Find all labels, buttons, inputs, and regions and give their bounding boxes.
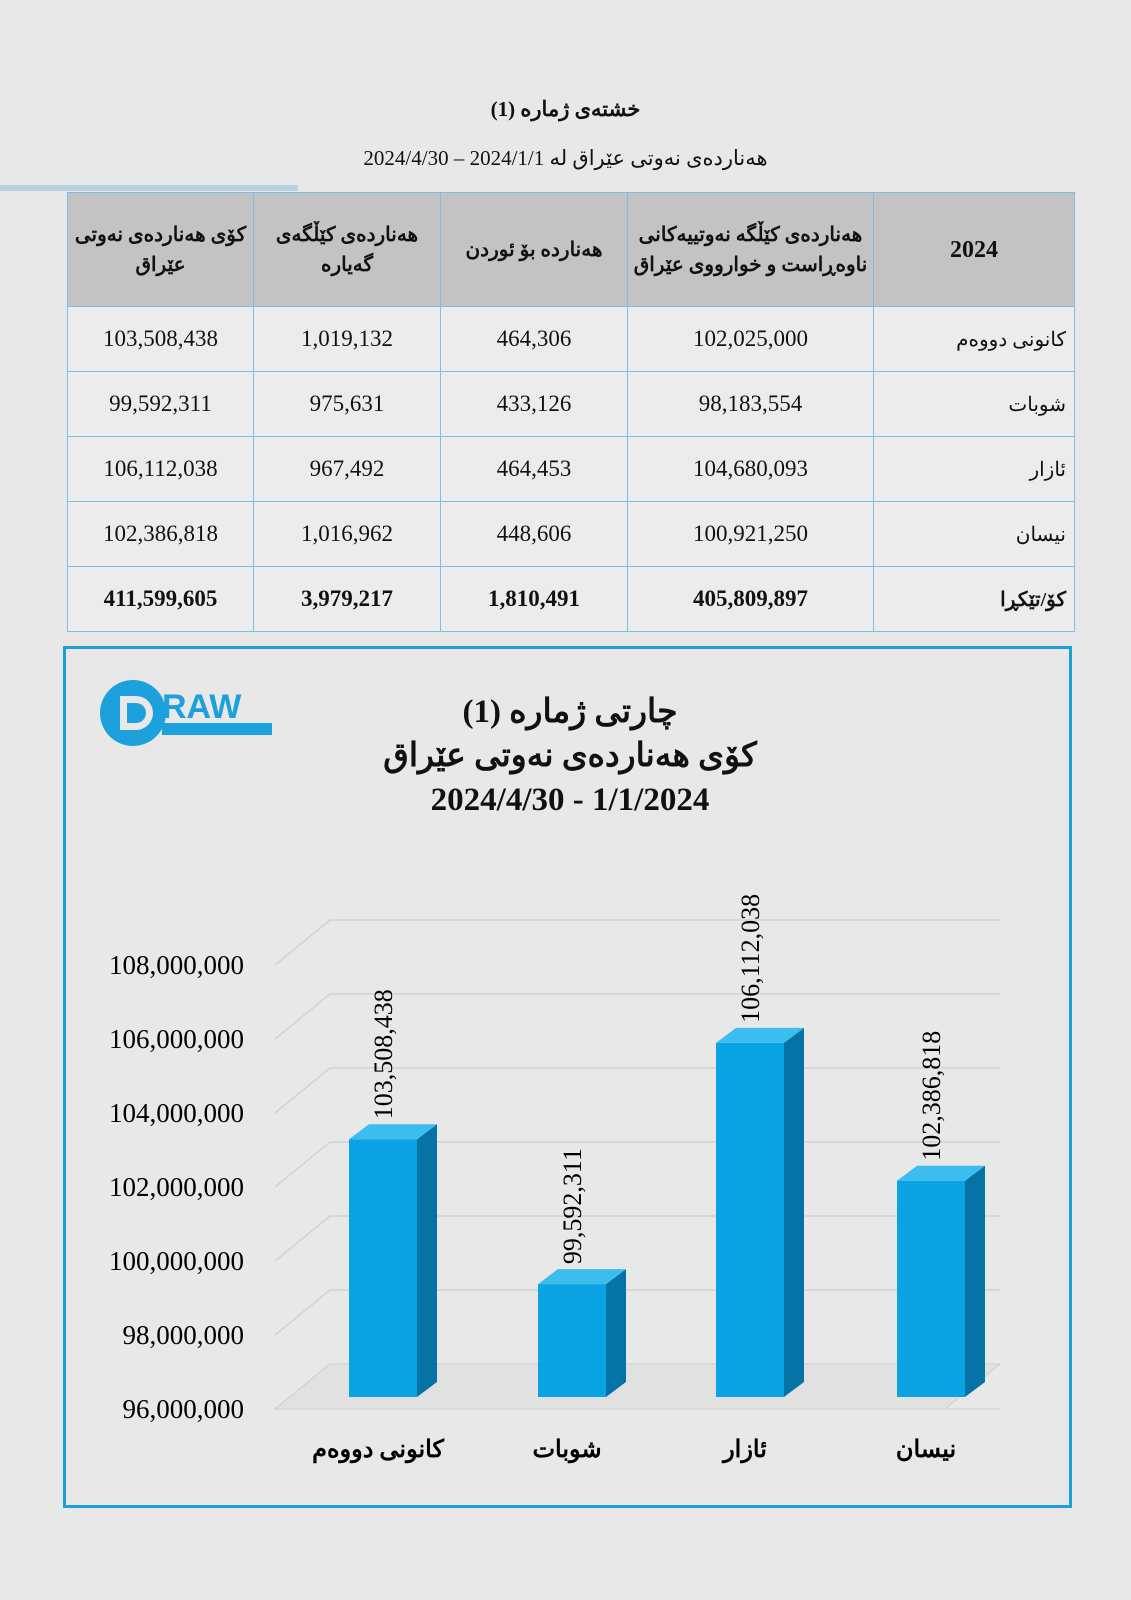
cell: 3,979,217 bbox=[253, 566, 441, 632]
bar-top bbox=[897, 1165, 985, 1181]
header-gayara: هەناردەی کێڵگەی گەیارە bbox=[253, 192, 441, 307]
gridline bbox=[274, 993, 1000, 1040]
chart-title-line1: چارتی ژمارە (1) bbox=[462, 694, 678, 730]
cell: 98,183,554 bbox=[627, 371, 874, 437]
month-cell: کانونی دووەم bbox=[873, 306, 1075, 372]
cell: 1,016,962 bbox=[253, 501, 441, 567]
bar bbox=[538, 1284, 606, 1397]
cell: 975,631 bbox=[253, 371, 441, 437]
y-tick-label: 96,000,000 bbox=[123, 1394, 245, 1424]
data-label: 99,592,311 bbox=[558, 1148, 587, 1264]
cell: 464,453 bbox=[440, 436, 628, 502]
bar-top bbox=[349, 1124, 437, 1140]
cell: 464,306 bbox=[440, 306, 628, 372]
gridline bbox=[274, 919, 1000, 966]
oil-exports-table: کۆی هەناردەی نەوتی عێراق هەناردەی کێڵگەی… bbox=[67, 192, 1075, 632]
table-subtitle: هەناردەی نەوتی عێراق لە 2024/1/1 – 2024/… bbox=[363, 146, 768, 170]
bar-side bbox=[965, 1165, 985, 1397]
header-year: 2024 bbox=[873, 192, 1075, 307]
data-label: 103,508,438 bbox=[369, 989, 398, 1119]
bar-side bbox=[784, 1027, 804, 1397]
cell: 1,810,491 bbox=[440, 566, 628, 632]
cell: 967,492 bbox=[253, 436, 441, 502]
y-tick-label: 108,000,000 bbox=[109, 950, 244, 980]
header-central-south: هەناردەی کێڵگە نەوتییەکانی ناوەڕاست و خو… bbox=[627, 192, 874, 307]
header-jordan: هەناردە بۆ ئوردن bbox=[440, 192, 628, 307]
chart-title: چارتی ژمارە (1) کۆی هەناردەی نەوتی عێراق… bbox=[300, 690, 840, 822]
bar-top bbox=[538, 1269, 626, 1285]
data-label: 106,112,038 bbox=[736, 894, 765, 1023]
x-tick-label: کانونی دووەم bbox=[312, 1437, 444, 1464]
x-tick-label: ئازار bbox=[721, 1437, 767, 1464]
table-row: 103,508,438 1,019,132 464,306 102,025,000 کا… bbox=[67, 306, 1075, 372]
bar-side bbox=[606, 1269, 626, 1397]
table-row: 102,386,818 1,016,962 448,606 100,921,250 نی… bbox=[67, 501, 1075, 567]
total-label: کۆ/تێکڕا bbox=[873, 566, 1075, 632]
x-tick-label: شوبات bbox=[532, 1437, 601, 1464]
accent-line bbox=[0, 185, 298, 191]
y-tick-label: 100,000,000 bbox=[109, 1246, 244, 1276]
cell: 99,592,311 bbox=[67, 371, 254, 437]
y-tick-label: 102,000,000 bbox=[109, 1172, 244, 1202]
table-row: 99,592,311 975,631 433,126 98,183,554 شوبات bbox=[67, 371, 1075, 437]
svg-text:RAW: RAW bbox=[162, 688, 242, 726]
month-cell: ئازار bbox=[873, 436, 1075, 502]
bar bbox=[716, 1042, 784, 1397]
bar bbox=[897, 1180, 965, 1397]
cell: 411,599,605 bbox=[67, 566, 254, 632]
cell: 1,019,132 bbox=[253, 306, 441, 372]
table-title: خشتەی ژمارە (1) bbox=[490, 97, 641, 121]
x-tick-label: نیسان bbox=[896, 1437, 956, 1463]
header-total: کۆی هەناردەی نەوتی عێراق bbox=[67, 192, 254, 307]
cell: 106,112,038 bbox=[67, 436, 254, 502]
chart-frame bbox=[63, 646, 1072, 1508]
table-row: 106,112,038 967,492 464,453 104,680,093 ئازا… bbox=[67, 436, 1075, 502]
bar-side bbox=[417, 1124, 437, 1397]
month-cell: نیسان bbox=[873, 501, 1075, 567]
chart-title-line3: 2024/4/30 - 1/1/2024 bbox=[430, 782, 710, 818]
cell: 102,025,000 bbox=[627, 306, 874, 372]
cell: 100,921,250 bbox=[627, 501, 874, 567]
cell: 104,680,093 bbox=[627, 436, 874, 502]
cell: 103,508,438 bbox=[67, 306, 254, 372]
chart-title-line2: کۆی هەناردەی نەوتی عێراق bbox=[383, 738, 757, 774]
draw-logo: RAW bbox=[100, 680, 272, 746]
cell: 405,809,897 bbox=[627, 566, 874, 632]
total-row: 411,599,605 3,979,217 1,810,491 405,809,… bbox=[67, 566, 1075, 632]
cell: 448,606 bbox=[440, 501, 628, 567]
y-tick-label: 106,000,000 bbox=[109, 1024, 244, 1054]
bar-top bbox=[716, 1027, 804, 1043]
data-label: 102,386,818 bbox=[917, 1031, 946, 1161]
y-tick-label: 98,000,000 bbox=[123, 1320, 245, 1350]
chart-floor bbox=[273, 1363, 1002, 1410]
y-tick-label: 104,000,000 bbox=[109, 1098, 244, 1128]
bar bbox=[349, 1139, 417, 1397]
header-row: کۆی هەناردەی نەوتی عێراق هەناردەی کێڵگەی… bbox=[67, 192, 1075, 307]
